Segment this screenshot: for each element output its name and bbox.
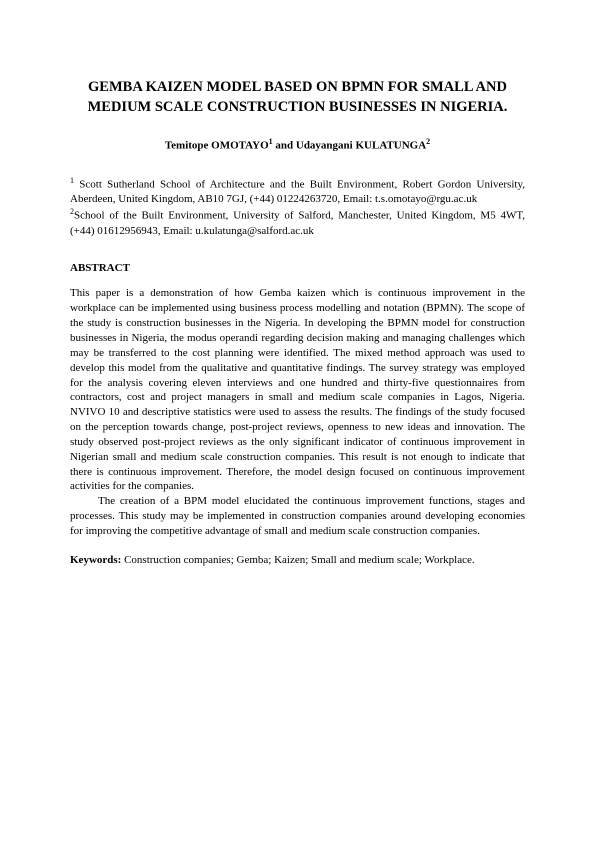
affiliations-block: 1 Scott Sutherland School of Architectur… xyxy=(70,176,525,239)
author-2-sup: 2 xyxy=(426,137,430,146)
page-container: GEMBA KAIZEN MODEL BASED ON BPMN FOR SMA… xyxy=(0,0,595,628)
abstract-paragraph-1: This paper is a demonstration of how Gem… xyxy=(70,287,525,492)
paper-title: GEMBA KAIZEN MODEL BASED ON BPMN FOR SMA… xyxy=(70,78,525,117)
affiliation-1-text: Scott Sutherland School of Architecture … xyxy=(70,178,525,205)
keywords-label: Keywords: xyxy=(70,554,124,566)
author-separator: and xyxy=(273,140,296,152)
abstract-body: This paper is a demonstration of how Gem… xyxy=(70,286,525,538)
author-2-name: Udayangani KULATUNGA xyxy=(296,140,426,152)
abstract-heading: ABSTRACT xyxy=(70,262,525,274)
affiliation-2-text: School of the Built Environment, Univers… xyxy=(70,210,525,237)
keywords-line: Keywords: Construction companies; Gemba;… xyxy=(70,553,525,568)
abstract-paragraph-2: The creation of a BPM model elucidated t… xyxy=(70,494,525,539)
author-line: Temitope OMOTAYO1 and Udayangani KULATUN… xyxy=(70,137,525,152)
keywords-text: Construction companies; Gemba; Kaizen; S… xyxy=(124,554,475,566)
author-1-name: Temitope OMOTAYO xyxy=(165,140,269,152)
